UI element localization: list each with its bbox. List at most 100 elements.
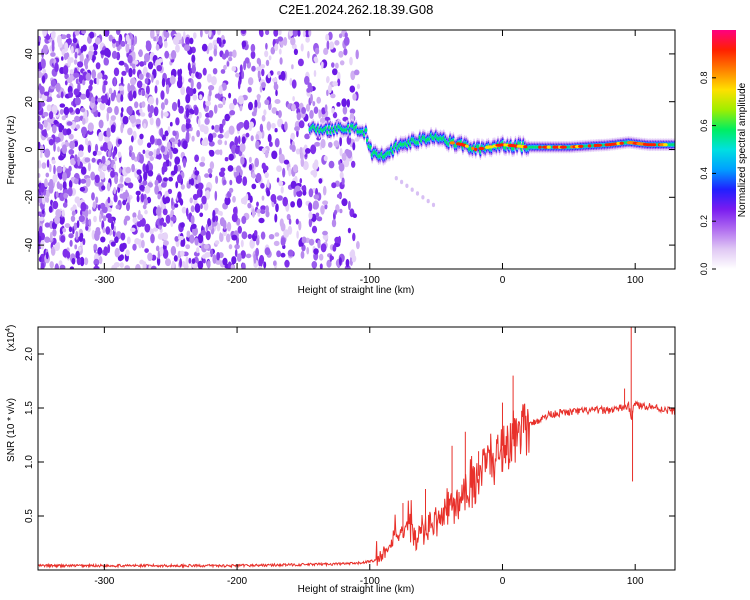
spectrogram-noise-blob [73, 59, 78, 65]
spectrogram-noise-blob [129, 114, 136, 124]
snr-x-ticks: -300 -200 -100 0 100 [94, 327, 644, 587]
spectrogram-noise-blob [94, 37, 101, 45]
spectrogram-noise-blob [267, 133, 272, 143]
spectrogram-noise-blob [93, 243, 98, 251]
spectrogram-noise-blob [352, 232, 356, 242]
spectrogram-noise-blob [264, 247, 271, 256]
spectrogram-noise-blob [256, 66, 262, 71]
spectrogram-noise-blob [77, 156, 81, 167]
spectrogram-noise-blob [145, 41, 152, 51]
spectrogram-noise-blob [117, 138, 122, 145]
spectrogram-noise-blob [106, 182, 111, 192]
colorbar-tick-label: 0.2 [699, 215, 709, 228]
spectrogram-noise-blob [72, 37, 78, 44]
spectrogram-noise-blob [124, 62, 127, 68]
spectrogram-trail-dot [394, 176, 398, 181]
spectrogram-noise-blob [131, 135, 134, 143]
spectrogram-noise-blob [94, 143, 99, 153]
spectrogram-noise-blob [280, 237, 286, 247]
spectrogram-noise-blob [241, 262, 246, 269]
spectrogram-peak-mark [449, 141, 455, 145]
spectrogram-noise-blob [314, 159, 319, 167]
spectrogram-noise-blob [308, 30, 312, 37]
spectrogram-noise-blob [341, 177, 345, 185]
spectrogram-noise-blob [308, 211, 313, 220]
spectrogram-noise-blob [169, 121, 173, 127]
spectrogram-noise-blob [193, 32, 197, 39]
spectrogram-noise-blob [52, 228, 57, 237]
spectrogram-noise-blob [205, 190, 211, 200]
spectrogram-noise-blob [155, 207, 162, 216]
spectrogram-noise-blob [111, 221, 114, 231]
spectrogram-noise-blob [346, 149, 353, 159]
spectrogram-noise-blob [100, 236, 106, 243]
spectrogram-noise-blob [218, 85, 223, 95]
spectrogram-noise-blob [268, 55, 272, 61]
spectrogram-noise-blob [205, 100, 212, 107]
spectrogram-noise-blob [132, 212, 137, 219]
spectrogram-noise-blob [190, 223, 197, 229]
spectrogram-noise-blob [332, 68, 338, 76]
spectrogram-noise-blob [235, 165, 242, 173]
spectrogram-noise-blob [172, 36, 180, 46]
spectrogram-noise-blob [242, 176, 248, 187]
spectrogram-noise-blob [127, 105, 133, 116]
spectrogram-noise-blob [272, 77, 278, 83]
spectrogram-noise-blob [257, 69, 261, 80]
spectrogram-noise-blob [338, 235, 341, 245]
spectrogram-noise-blob [169, 151, 173, 160]
spectrogram-noise-blob [224, 196, 231, 206]
spectrogram-noise-blob [241, 215, 247, 225]
spectrogram-noise-blob [237, 79, 241, 90]
spectrogram-peak-mark [555, 145, 560, 149]
spectrogram-noise-blob [59, 264, 66, 269]
spectrogram-noise-blob [75, 78, 79, 85]
spectrogram-noise-blob [103, 80, 108, 86]
spectrogram-noise-blob [321, 107, 326, 115]
spectrogram-noise-blob [283, 229, 290, 238]
spectrogram-noise-blob [234, 136, 239, 147]
spectrogram-noise-blob [38, 173, 41, 178]
spectrogram-noise-blob [221, 82, 227, 91]
spectrogram-noise-blob [91, 69, 96, 79]
spectrogram-noise-blob [191, 262, 198, 269]
spectrogram-peak-mark [619, 141, 624, 145]
spectrogram-noise-blob [108, 34, 114, 42]
spectrogram-noise-blob [59, 215, 65, 225]
spectrogram-noise-blob [194, 237, 199, 246]
spectrogram-noise-blob [338, 33, 343, 39]
spectrogram-noise-blob [144, 78, 149, 85]
spectrogram-noise-blob [73, 222, 78, 231]
spectrogram-noise-blob [48, 184, 54, 194]
spectrogram-noise-blob [263, 165, 269, 171]
spectrogram-noise-blob [318, 109, 322, 119]
spectrogram-noise-blob [316, 216, 323, 222]
spectrogram-noise-blob [215, 258, 222, 265]
spectrogram-noise-blob [261, 68, 265, 77]
spectrogram-noise-blob [248, 77, 254, 86]
spectrogram-noise-blob [214, 93, 220, 99]
spectrogram-noise-blob [175, 44, 180, 53]
spectrogram-noise-blob [209, 149, 215, 157]
spectrogram-noise-blob [274, 138, 280, 148]
spectrogram-noise-blob [174, 236, 179, 242]
spectrogram-noise-blob [94, 263, 98, 269]
spectrogram-noise-blob [308, 238, 315, 246]
spectrogram-noise-blob [312, 169, 318, 178]
spectrogram-noise-blob [217, 30, 221, 36]
spectrogram-noise-blob [300, 152, 304, 160]
spectrogram-noise-blob [114, 174, 119, 185]
spectrogram-noise-blob [197, 260, 204, 269]
spectrogram-noise-blob [142, 204, 147, 210]
spectrogram-noise-blob [114, 236, 119, 244]
spectrogram-noise-blob [140, 232, 144, 239]
spectrogram-noise-blob [121, 107, 124, 113]
spectrogram-noise-blob [54, 263, 59, 269]
spectrogram-noise-blob [128, 67, 133, 78]
spectrogram-noise-blob [219, 232, 222, 242]
spectrogram-noise-blob [250, 135, 254, 142]
spectrogram-noise-blob [98, 119, 104, 129]
spectrogram-noise-blob [75, 124, 80, 130]
